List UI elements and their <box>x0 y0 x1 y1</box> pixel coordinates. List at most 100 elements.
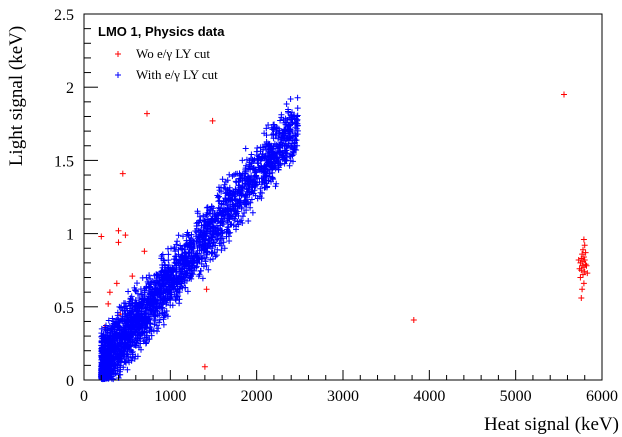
data-point-blue <box>114 350 121 357</box>
data-point-blue <box>238 187 245 194</box>
data-point-blue <box>243 176 250 183</box>
data-point-blue <box>148 290 155 297</box>
data-point-blue <box>178 255 185 261</box>
data-point-blue <box>178 283 184 290</box>
data-point-blue <box>234 170 241 177</box>
data-point-blue <box>203 262 210 269</box>
data-point-blue <box>196 242 203 249</box>
data-point-blue <box>117 366 124 373</box>
y-tick-label: 2.5 <box>54 7 74 24</box>
data-point-red <box>583 262 590 269</box>
data-point-blue <box>103 322 109 329</box>
data-point-blue <box>227 201 234 208</box>
data-point-blue <box>177 260 184 266</box>
data-point-blue <box>221 181 228 188</box>
data-point-blue <box>218 235 225 242</box>
data-point-blue <box>109 315 116 322</box>
data-point-blue <box>237 175 244 182</box>
data-point-blue <box>156 316 163 323</box>
data-point-blue <box>98 330 105 337</box>
y-tick-label: 0 <box>66 373 74 390</box>
data-point-blue <box>292 124 299 131</box>
data-point-blue <box>208 234 215 241</box>
data-point-blue <box>179 264 185 270</box>
legend-marker <box>115 51 121 57</box>
data-point-blue <box>135 318 142 325</box>
data-point-blue <box>177 242 184 249</box>
data-point-blue <box>214 246 221 253</box>
data-point-blue <box>286 162 293 169</box>
data-point-blue <box>212 242 219 249</box>
data-point-blue <box>249 183 256 190</box>
data-point-blue <box>141 337 148 344</box>
data-point-blue <box>224 219 231 226</box>
data-point-blue <box>188 272 195 279</box>
data-point-blue <box>126 343 133 350</box>
y-tick-label: 0.5 <box>54 300 74 317</box>
data-point-blue <box>283 101 290 107</box>
data-point-blue <box>159 297 166 304</box>
x-tick-label: 2000 <box>241 388 273 405</box>
data-point-blue <box>215 218 222 225</box>
data-point-blue <box>136 325 143 332</box>
data-point-blue <box>108 352 115 359</box>
data-point-blue <box>164 313 171 320</box>
data-point-blue <box>224 211 231 218</box>
data-point-blue <box>277 148 284 155</box>
data-point-blue <box>134 332 141 339</box>
data-point-blue <box>151 321 158 328</box>
data-point-blue <box>122 324 129 331</box>
legend-entry-label: Wo e/γ LY cut <box>136 46 210 61</box>
data-point-blue <box>168 293 175 300</box>
data-point-blue <box>145 316 152 323</box>
x-tick-label: 0 <box>80 388 88 405</box>
data-point-blue <box>178 280 185 287</box>
data-point-blue <box>114 309 121 316</box>
data-point-blue <box>265 178 272 184</box>
data-point-blue <box>279 130 286 137</box>
data-point-blue <box>228 221 235 228</box>
data-point-blue <box>168 269 175 276</box>
data-point-blue <box>215 193 222 200</box>
data-point-blue <box>269 126 276 133</box>
data-point-blue <box>173 272 180 279</box>
data-point-blue <box>242 197 249 204</box>
data-point-blue <box>217 240 224 247</box>
data-point-blue <box>148 332 155 339</box>
data-point-blue <box>111 348 118 355</box>
data-point-blue <box>263 157 270 164</box>
data-point-blue <box>109 343 116 350</box>
data-point-blue <box>212 227 219 234</box>
data-point-blue <box>243 156 250 163</box>
data-point-red <box>203 286 210 293</box>
data-point-blue <box>172 286 179 292</box>
data-point-blue <box>109 357 116 364</box>
data-point-blue <box>288 151 295 158</box>
data-point-blue <box>245 186 251 193</box>
data-point-blue <box>144 320 151 327</box>
data-point-blue <box>159 251 166 258</box>
data-point-blue <box>162 262 168 269</box>
data-point-blue <box>198 267 204 274</box>
data-point-blue <box>274 155 281 162</box>
data-point-blue <box>163 286 170 293</box>
data-point-blue <box>121 333 128 340</box>
data-point-blue <box>263 143 270 150</box>
data-point-blue <box>118 304 125 311</box>
data-point-blue <box>159 310 166 316</box>
data-point-red <box>410 317 417 323</box>
data-point-blue <box>278 134 285 141</box>
data-point-blue <box>261 130 268 137</box>
data-point-red <box>141 248 148 255</box>
data-point-blue <box>165 251 172 258</box>
data-point-blue <box>201 217 208 224</box>
data-point-blue <box>134 280 140 287</box>
data-point-blue <box>283 154 290 161</box>
data-point-blue <box>250 178 257 185</box>
data-point-blue <box>219 176 226 183</box>
data-point-blue <box>192 228 199 234</box>
data-point-red <box>209 117 216 124</box>
data-point-blue <box>294 105 301 112</box>
data-point-blue <box>210 231 217 238</box>
